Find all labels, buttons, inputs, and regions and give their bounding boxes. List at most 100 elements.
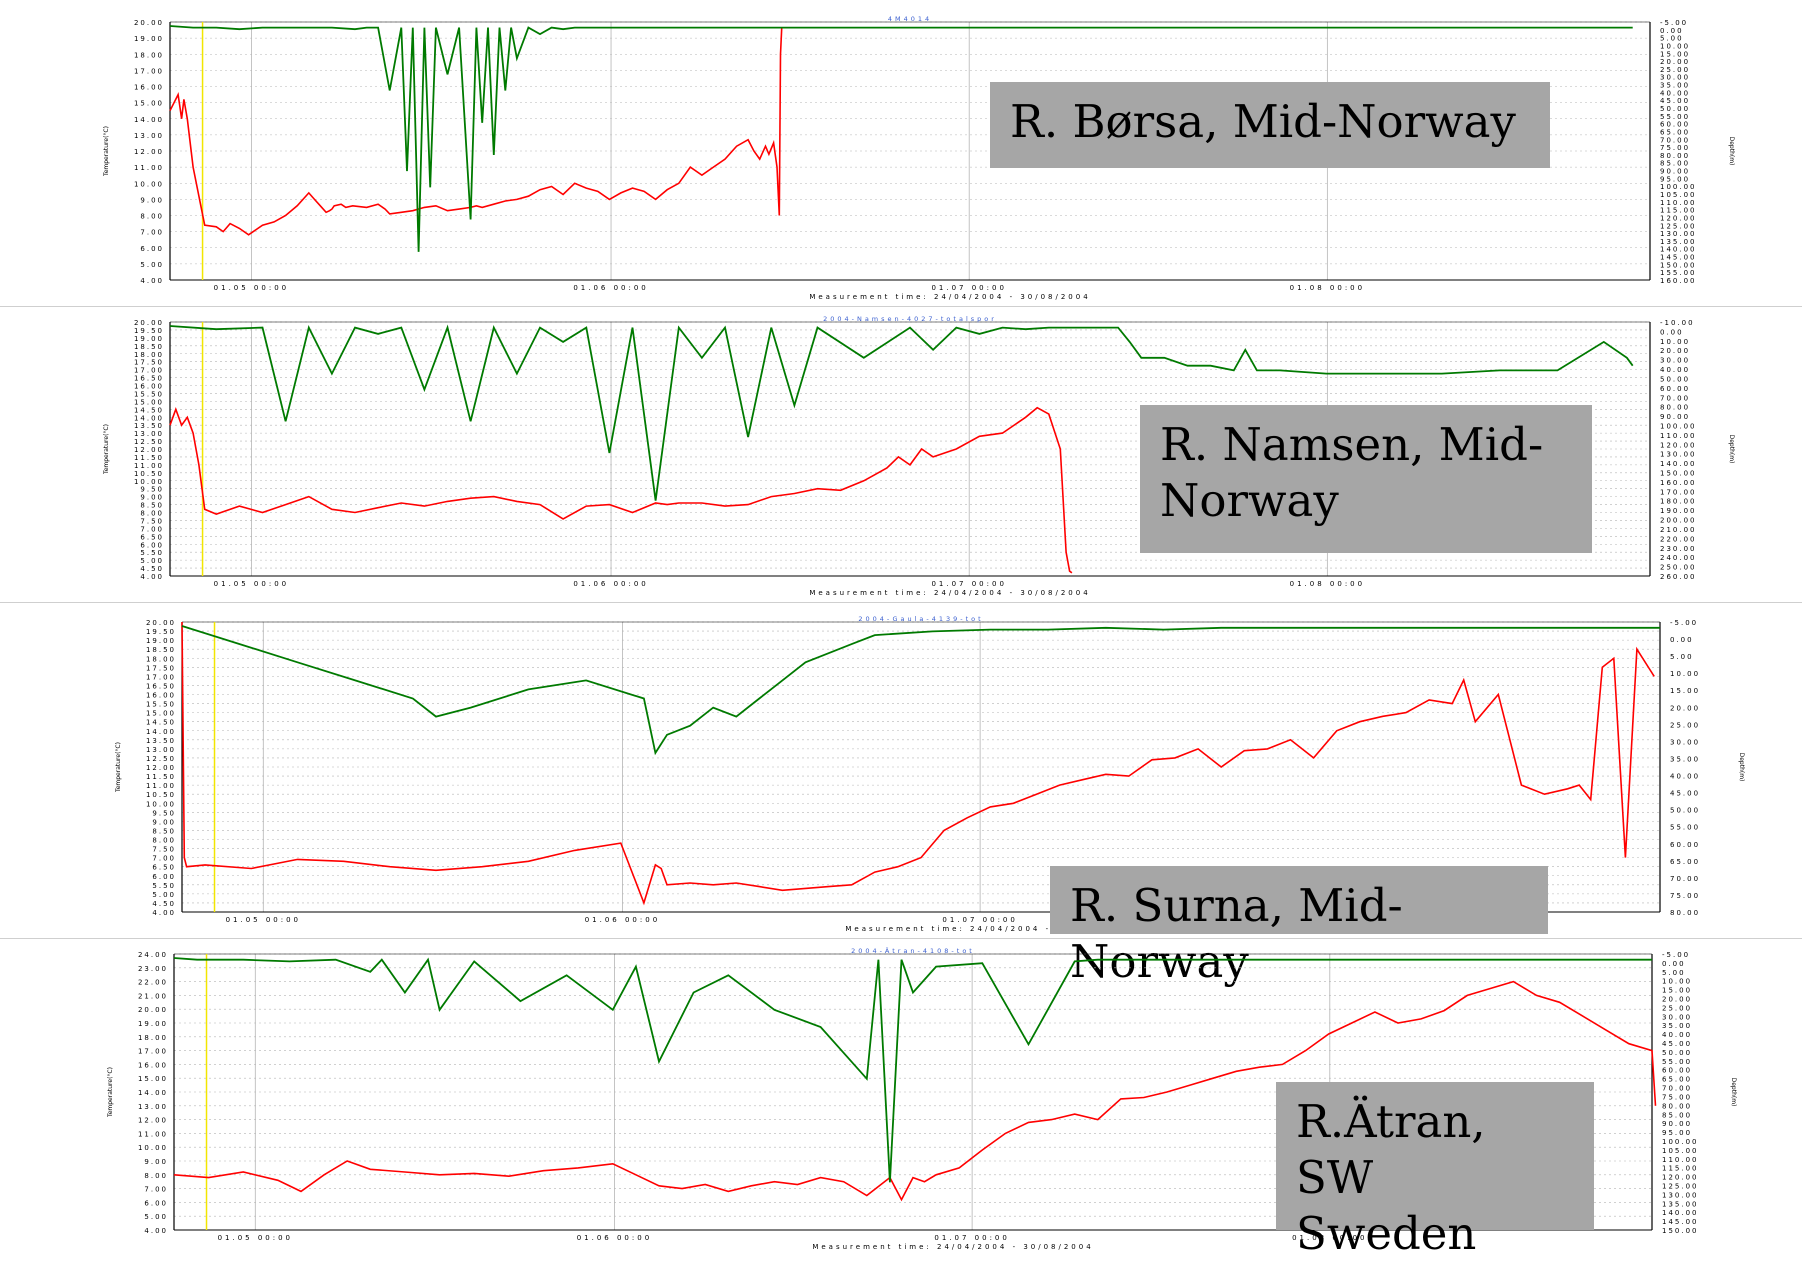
y-left-tick-label: 17.00 bbox=[138, 1048, 168, 1056]
y-left-axis-label: Temperature(°C) bbox=[107, 1067, 114, 1118]
depth-series-line bbox=[169, 324, 1634, 501]
y-left-tick-label: 15.00 bbox=[146, 710, 176, 718]
y-left-tick-label: 19.00 bbox=[146, 637, 176, 645]
x-axis-label: Measurement time: 24/04/2004 - 30/08/200… bbox=[809, 293, 1090, 301]
y-left-tick-label: 13.00 bbox=[134, 132, 164, 140]
y-right-tick-label: 140.00 bbox=[1660, 460, 1697, 468]
y-left-tick-label: 5.50 bbox=[140, 549, 164, 557]
y-left-tick-label: 13.50 bbox=[134, 422, 164, 430]
y-left-tick-label: 16.00 bbox=[146, 692, 176, 700]
x-tick-label: 01.05 00:00 bbox=[218, 1234, 293, 1242]
y-left-tick-label: 24.00 bbox=[138, 951, 168, 959]
depth-series-line bbox=[173, 957, 1652, 1183]
y-right-tick-label: 130.00 bbox=[1660, 230, 1697, 238]
y-right-tick-label: 20.00 bbox=[1660, 58, 1690, 66]
y-right-tick-label: 110.00 bbox=[1660, 199, 1697, 207]
y-left-tick-label: 20.00 bbox=[138, 1006, 168, 1014]
y-left-tick-label: 7.00 bbox=[152, 855, 176, 863]
y-left-tick-label: 8.00 bbox=[140, 510, 164, 518]
y-right-tick-label: 70.00 bbox=[1670, 875, 1700, 883]
y-right-tick-label: 230.00 bbox=[1660, 545, 1697, 553]
y-left-tick-label: 5.00 bbox=[140, 261, 164, 269]
y-left-tick-label: 20.00 bbox=[134, 319, 164, 327]
y-left-tick-label: 15.50 bbox=[134, 390, 164, 398]
x-tick-label: 01.05 00:00 bbox=[226, 916, 301, 924]
y-right-axis-label: Depth(m) bbox=[1738, 753, 1745, 782]
y-right-tick-label: 125.00 bbox=[1662, 1182, 1699, 1190]
chart-svg-3: 20.0019.5019.0018.5018.0017.5017.0016.50… bbox=[115, 615, 1745, 933]
y-left-tick-label: 18.50 bbox=[134, 343, 164, 351]
y-right-tick-label: 70.00 bbox=[1660, 136, 1690, 144]
y-right-tick-label: 50.00 bbox=[1660, 375, 1690, 383]
y-right-tick-label: 15.00 bbox=[1662, 987, 1692, 995]
y-right-tick-label: 145.00 bbox=[1662, 1218, 1699, 1226]
y-right-tick-label: 30.00 bbox=[1660, 74, 1690, 82]
y-left-tick-label: 15.00 bbox=[138, 1075, 168, 1083]
y-right-tick-label: 90.00 bbox=[1662, 1120, 1692, 1128]
y-left-tick-label: 19.00 bbox=[134, 35, 164, 43]
y-right-tick-label: 40.00 bbox=[1660, 366, 1690, 374]
y-left-tick-label: 16.00 bbox=[138, 1061, 168, 1069]
y-left-tick-label: 11.00 bbox=[134, 164, 164, 172]
chart-panel-4: 24.00 23.00 22.00 21.00 20.00 19.00 18.00 17.00… bbox=[0, 946, 1802, 1260]
y-right-tick-label: 75.00 bbox=[1662, 1093, 1692, 1101]
y-right-tick-label: 135.00 bbox=[1662, 1200, 1699, 1208]
y-left-tick-label: 5.00 bbox=[140, 557, 164, 565]
y-left-tick-label: 18.00 bbox=[134, 51, 164, 59]
temperature-series-line bbox=[169, 406, 1073, 574]
y-right-tick-label: 80.00 bbox=[1662, 1102, 1692, 1110]
river-label-box: R. Namsen, Mid- Norway bbox=[1140, 405, 1592, 553]
y-right-tick-label: 105.00 bbox=[1660, 191, 1697, 199]
x-axis-label: Measurement time: 24/04/2004 - 30/08/200… bbox=[812, 1243, 1093, 1251]
y-left-tick-label: 4.00 bbox=[152, 909, 176, 917]
y-right-tick-label: 80.00 bbox=[1670, 909, 1700, 917]
y-left-tick-label: 11.00 bbox=[134, 462, 164, 470]
y-right-tick-label: 140.00 bbox=[1660, 246, 1697, 254]
y-right-tick-label: 120.00 bbox=[1660, 441, 1697, 449]
y-left-tick-label: 15.50 bbox=[146, 701, 176, 709]
y-left-axis-label: Temperature(°C) bbox=[103, 126, 110, 177]
y-left-tick-label: 23.00 bbox=[138, 965, 168, 973]
chart-svg-2: 20.0019.5019.0018.5018.0017.5017.0016.50… bbox=[103, 315, 1735, 597]
depth-series-line bbox=[169, 25, 1633, 252]
y-right-tick-label: 120.00 bbox=[1662, 1174, 1699, 1182]
y-right-tick-label: 120.00 bbox=[1660, 214, 1697, 222]
y-right-tick-label: 25.00 bbox=[1670, 721, 1700, 729]
y-left-tick-label: 22.00 bbox=[138, 979, 168, 987]
panel-separator bbox=[0, 602, 1802, 603]
y-left-tick-label: 11.00 bbox=[138, 1130, 168, 1138]
y-right-tick-label: 45.00 bbox=[1662, 1040, 1692, 1048]
y-right-tick-label: 35.00 bbox=[1670, 755, 1700, 763]
depth-series-line bbox=[181, 625, 1660, 756]
y-right-tick-label: 100.00 bbox=[1660, 422, 1697, 430]
y-left-tick-label: 9.50 bbox=[140, 486, 164, 494]
y-right-tick-label: 130.00 bbox=[1662, 1191, 1699, 1199]
y-right-tick-label: 65.00 bbox=[1660, 128, 1690, 136]
y-left-tick-label: 14.50 bbox=[134, 406, 164, 414]
y-right-tick-label: 15.00 bbox=[1660, 50, 1690, 58]
x-tick-label: 01.07 00:00 bbox=[934, 1234, 1009, 1242]
y-right-tick-label: 40.00 bbox=[1670, 773, 1700, 781]
y-left-tick-label: 4.00 bbox=[144, 1227, 168, 1235]
y-left-tick-label: 12.00 bbox=[146, 764, 176, 772]
temperature-series-line bbox=[173, 980, 1657, 1202]
panel-separator bbox=[0, 306, 1802, 307]
y-left-tick-label: 7.50 bbox=[140, 517, 164, 525]
y-right-tick-label: 155.00 bbox=[1660, 269, 1697, 277]
y-right-tick-label: 10.00 bbox=[1660, 338, 1690, 346]
x-tick-label: 01.08 00:00 bbox=[1292, 1234, 1367, 1242]
y-right-tick-label: 150.00 bbox=[1660, 470, 1697, 478]
y-right-axis-label: Depth(m) bbox=[1728, 137, 1735, 166]
y-right-tick-label: 60.00 bbox=[1662, 1067, 1692, 1075]
y-left-tick-label: 15.00 bbox=[134, 398, 164, 406]
y-right-tick-label: 75.00 bbox=[1670, 892, 1700, 900]
y-left-tick-label: 16.50 bbox=[134, 375, 164, 383]
y-right-tick-label: 170.00 bbox=[1660, 488, 1697, 496]
x-tick-label: 01.07 00:00 bbox=[931, 580, 1006, 588]
y-right-tick-label: 55.00 bbox=[1660, 113, 1690, 121]
y-left-tick-label: 17.50 bbox=[146, 664, 176, 672]
y-left-tick-label: 8.50 bbox=[140, 502, 164, 510]
y-left-tick-label: 14.00 bbox=[134, 116, 164, 124]
y-left-tick-label: 12.50 bbox=[134, 438, 164, 446]
y-left-tick-label: 6.00 bbox=[140, 245, 164, 253]
